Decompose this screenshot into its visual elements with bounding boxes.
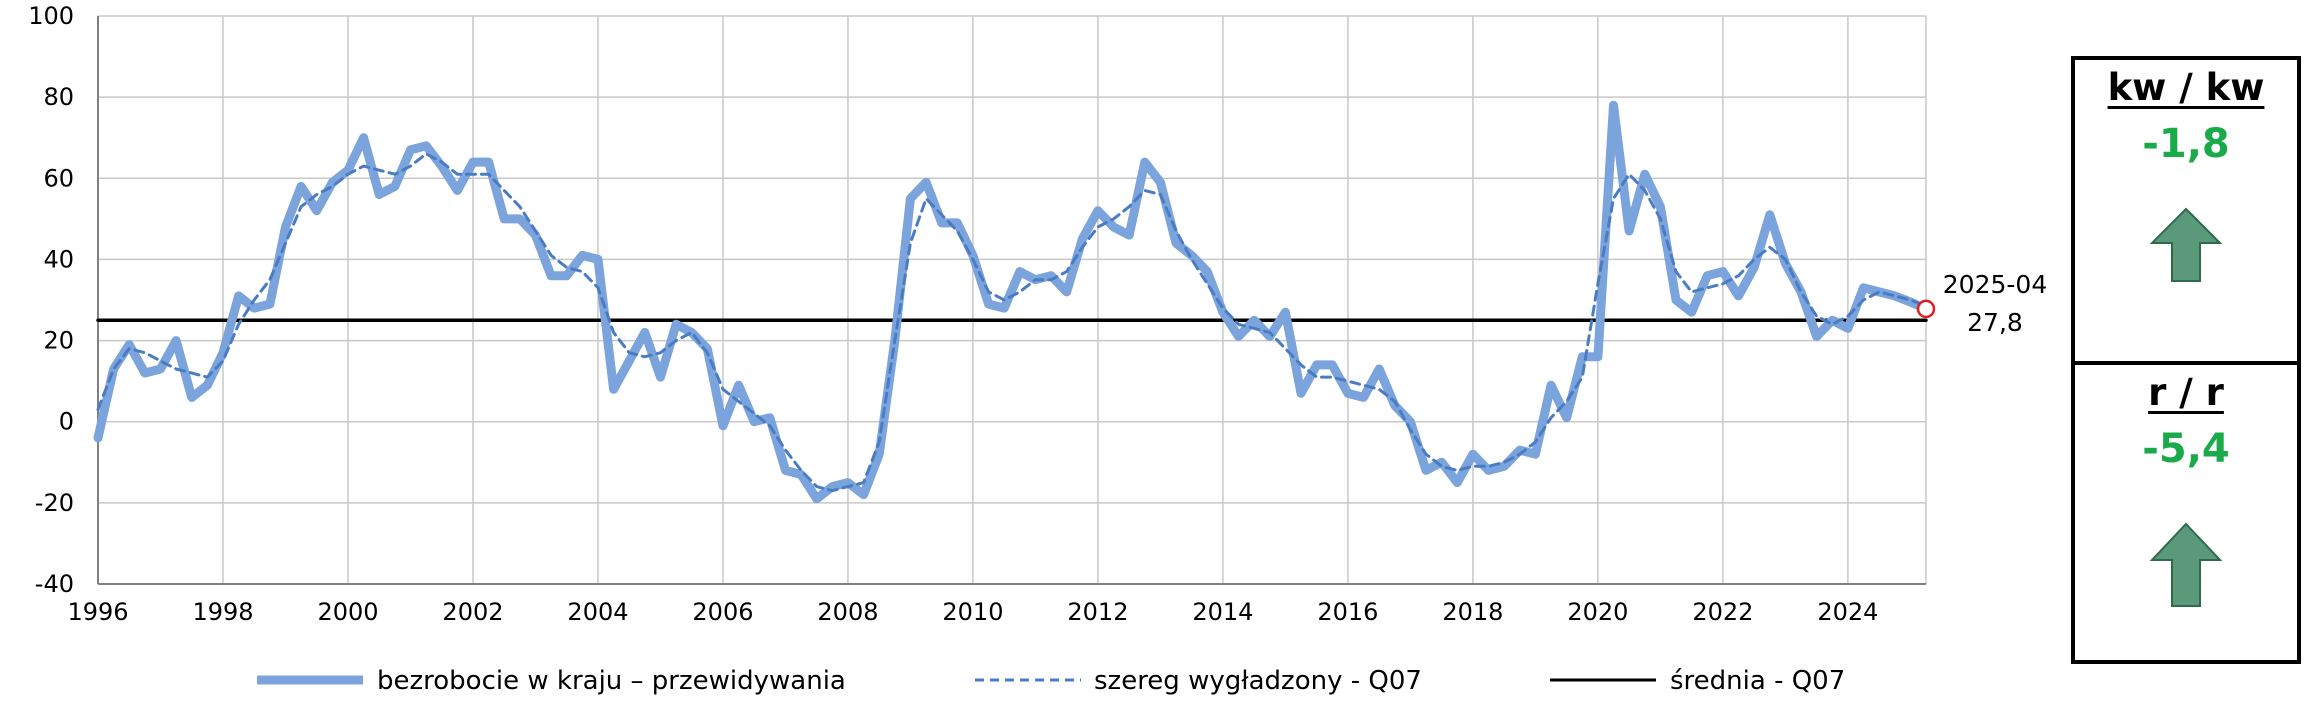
series-line-1 [96,152,1928,493]
x-tick-label: 2002 [442,598,503,626]
x-tick-label: 1996 [67,598,128,626]
x-tick-label: 2006 [692,598,753,626]
up-arrow-icon [2150,207,2222,282]
x-tick-label: 2020 [1567,598,1628,626]
y-tick-label: 20 [43,327,74,355]
y-tick-label: 60 [43,164,74,192]
y-tick-label: 100 [28,2,74,30]
x-tick-label: 2000 [317,598,378,626]
y-tick-label: -20 [35,489,74,517]
qoq-value: -1,8 [2142,121,2230,167]
x-tick-label: 2014 [1192,598,1253,626]
x-tick-label: 2024 [1817,598,1878,626]
y-tick-label: 0 [59,408,74,436]
last-point-marker [1916,299,1936,319]
annotation-date: 2025-04 [1943,270,2047,299]
chart-series [93,100,1931,504]
qoq-panel: kw / kw -1,8 [2071,56,2301,365]
yoy-value: -5,4 [2142,426,2230,472]
yoy-title: r / r [2148,371,2224,414]
x-tick-label: 2022 [1692,598,1753,626]
x-tick-label: 1998 [192,598,253,626]
annotation-value: 27,8 [1967,308,2023,337]
legend-label-wygladzony: szereg wygładzony - Q07 [1094,666,1422,696]
yoy-panel: r / r -5,4 [2071,361,2301,664]
x-tick-label: 2016 [1317,598,1378,626]
y-tick-label: -40 [35,570,74,598]
legend-label-srednia: średnia - Q07 [1670,666,1845,696]
chart-legend: bezrobocie w kraju – przewidywania szere… [257,666,1845,696]
up-arrow-icon [2150,522,2222,607]
y-tick-label: 80 [43,83,74,111]
qoq-title: kw / kw [2107,66,2265,109]
x-tick-label: 2018 [1442,598,1503,626]
x-tick-label: 2012 [1067,598,1128,626]
x-tick-label: 2010 [942,598,1003,626]
legend-label-bezrobocie: bezrobocie w kraju – przewidywania [377,666,846,696]
chart-annotation: 2025-04 27,8 [1916,270,2047,337]
series-line-0 [93,100,1931,504]
chart-axes [97,16,1926,585]
x-tick-label: 2004 [567,598,628,626]
y-tick-label: 40 [43,245,74,273]
x-tick-label: 2008 [817,598,878,626]
